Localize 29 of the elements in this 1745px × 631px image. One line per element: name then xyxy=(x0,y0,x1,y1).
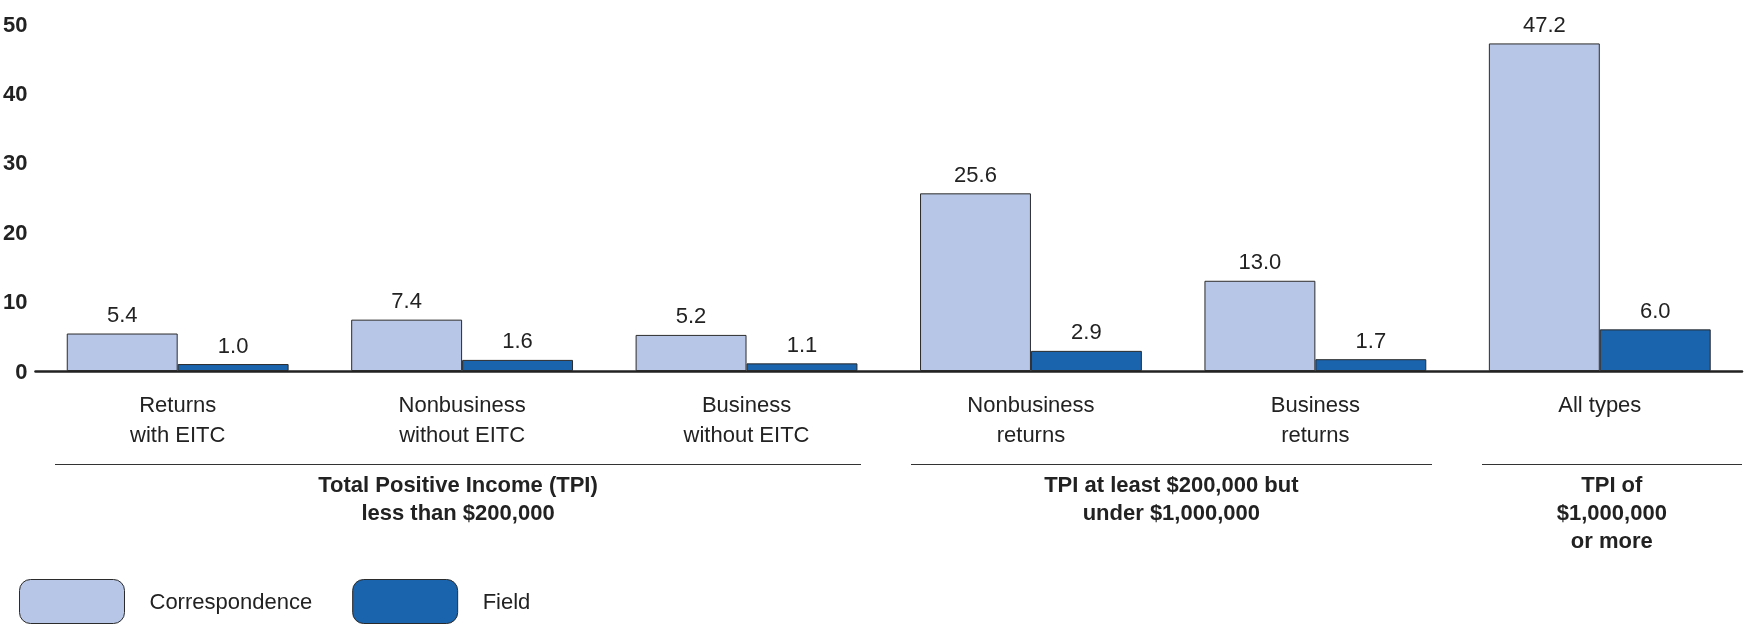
x-tick-label: Business without EITC xyxy=(682,391,810,447)
y-tick-label: 30 xyxy=(2,150,28,176)
text: Total Positive Income (TPI) less than $200,000 xyxy=(55,464,861,527)
data-label: 1.6 xyxy=(502,328,533,354)
x-tick-label: Nonbusiness returns xyxy=(967,391,1095,447)
data-label: 13.0 xyxy=(1238,249,1282,275)
y-tick-label: 50 xyxy=(2,11,28,37)
y-tick-label: 40 xyxy=(2,80,28,106)
data-label: 47.2 xyxy=(1522,11,1566,37)
data-label: 1.7 xyxy=(1355,327,1387,353)
data-label: 25.6 xyxy=(954,161,997,187)
x-tick-label: Returns with EITC xyxy=(129,391,226,447)
data-label: 5.4 xyxy=(106,302,138,328)
data-label: 1.0 xyxy=(217,332,249,358)
x-tick-label: All types xyxy=(1558,391,1642,417)
x-tick-label: Nonbusiness without EITC xyxy=(398,391,526,447)
y-tick-label: 20 xyxy=(2,219,28,245)
y-tick-label: 0 xyxy=(15,358,28,384)
text: TPI of $1,000,000 or more xyxy=(1481,464,1742,555)
x-tick-label: Business returns xyxy=(1270,391,1361,447)
y-tick-label: 10 xyxy=(2,289,28,315)
legend-label: Correspondence xyxy=(149,589,313,614)
data-label: 1.1 xyxy=(786,331,818,357)
data-label: 2.9 xyxy=(1071,319,1102,345)
data-label: 7.4 xyxy=(391,288,422,314)
data-label: 6.0 xyxy=(1639,297,1671,323)
text: TPI at least $200,000 but under $1,000,000 xyxy=(911,464,1432,527)
data-label: 5.2 xyxy=(675,303,707,329)
legend-label: Field xyxy=(482,589,531,614)
